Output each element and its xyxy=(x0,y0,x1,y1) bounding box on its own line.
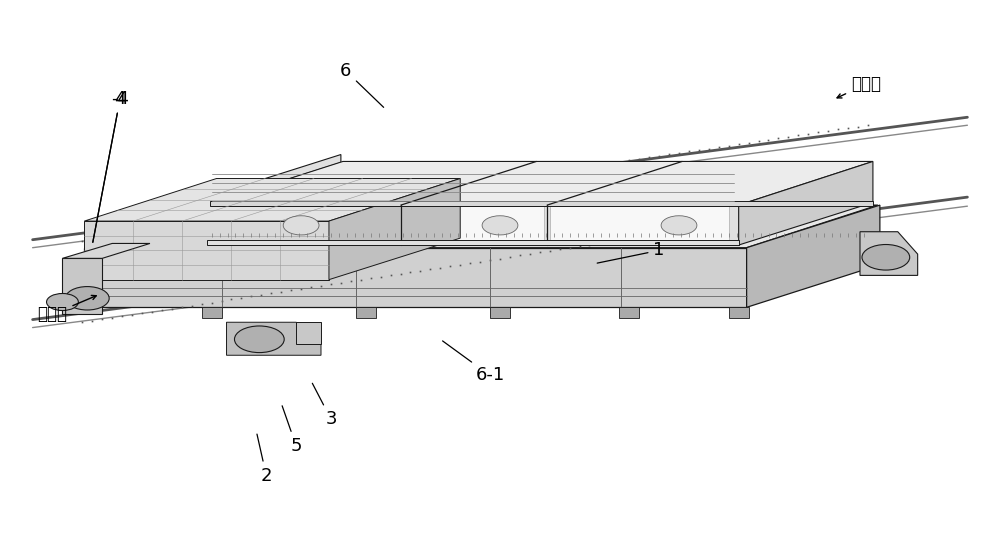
Text: 6: 6 xyxy=(340,62,384,108)
Text: 最左端: 最左端 xyxy=(38,295,96,323)
Text: 最右端: 最右端 xyxy=(837,75,881,98)
Polygon shape xyxy=(84,247,747,307)
Polygon shape xyxy=(210,201,873,206)
Polygon shape xyxy=(84,205,878,247)
Polygon shape xyxy=(207,205,739,245)
Text: 5: 5 xyxy=(282,406,302,455)
Text: 3: 3 xyxy=(312,383,337,428)
Polygon shape xyxy=(296,322,321,344)
Polygon shape xyxy=(62,243,150,258)
Circle shape xyxy=(661,216,697,235)
Polygon shape xyxy=(227,322,321,355)
Polygon shape xyxy=(202,307,222,318)
Polygon shape xyxy=(550,206,729,240)
Polygon shape xyxy=(619,307,639,318)
Polygon shape xyxy=(84,221,329,280)
Polygon shape xyxy=(207,154,341,205)
Polygon shape xyxy=(404,206,544,240)
Polygon shape xyxy=(860,232,918,275)
Polygon shape xyxy=(84,179,460,221)
Polygon shape xyxy=(207,161,873,205)
Text: 6-1: 6-1 xyxy=(443,341,505,385)
Circle shape xyxy=(482,216,518,235)
Polygon shape xyxy=(356,307,376,318)
Polygon shape xyxy=(739,161,873,245)
Text: 1: 1 xyxy=(597,242,665,263)
Polygon shape xyxy=(329,179,460,280)
Circle shape xyxy=(65,287,109,310)
Text: -4: -4 xyxy=(93,90,129,242)
Polygon shape xyxy=(729,307,749,318)
Circle shape xyxy=(47,294,78,310)
Text: 2: 2 xyxy=(257,434,272,485)
Circle shape xyxy=(862,244,910,270)
Circle shape xyxy=(283,216,319,235)
Polygon shape xyxy=(217,206,396,240)
Text: 4: 4 xyxy=(93,90,126,242)
Circle shape xyxy=(234,326,284,352)
Polygon shape xyxy=(747,205,880,307)
Polygon shape xyxy=(490,307,510,318)
Polygon shape xyxy=(207,240,739,245)
Polygon shape xyxy=(62,258,102,314)
